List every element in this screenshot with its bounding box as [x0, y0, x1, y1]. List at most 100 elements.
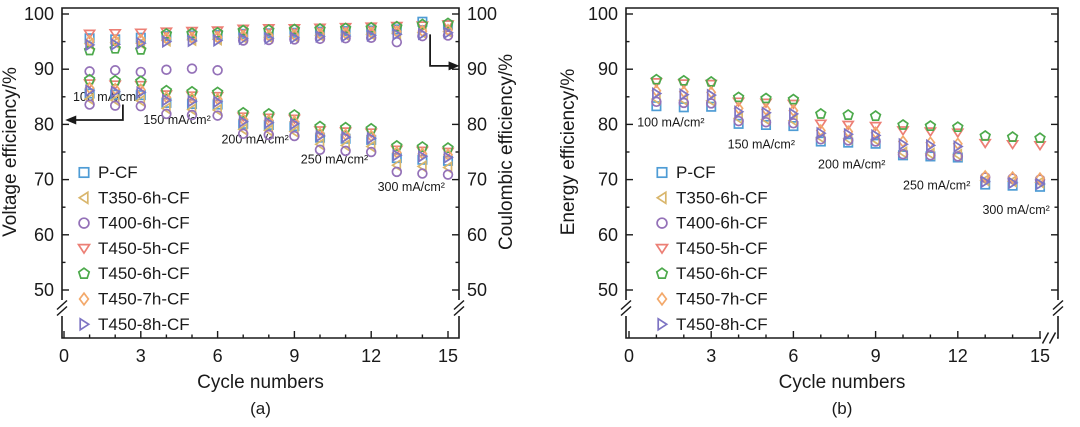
legend-item-T350-6h-CF: T350-6h-CF	[655, 188, 768, 207]
point-voltage_efficiency	[237, 128, 249, 140]
point-voltage_efficiency	[263, 123, 274, 138]
point-voltage_efficiency	[83, 92, 94, 106]
y-axis-break	[56, 300, 68, 316]
x-tick-label: 0	[59, 346, 69, 366]
point-voltage_efficiency	[84, 99, 95, 110]
point-energy_efficiency	[951, 128, 965, 139]
point-energy_efficiency	[677, 74, 690, 86]
legend-label: T450-7h-CF	[98, 290, 190, 309]
point-coulombic_efficiency	[110, 37, 122, 51]
point-voltage_efficiency	[417, 168, 428, 179]
point-energy_efficiency	[679, 88, 690, 102]
x-tick-label: 6	[213, 346, 223, 366]
series-T400-6h-CF	[84, 30, 454, 180]
diamond-legend-icon	[656, 291, 668, 307]
point-energy_efficiency	[979, 129, 992, 141]
y-tick-label-right: 60	[467, 225, 487, 245]
point-energy_efficiency	[869, 121, 883, 132]
legend-item-T350-6h-CF: T350-6h-CF	[77, 188, 190, 207]
point-voltage_efficiency	[392, 148, 403, 162]
panel-a-chart: 50 50 60 60 70 70 80 80 90 90 100 100 0 3 6 9 12 15 Voltag…	[0, 4, 517, 418]
point-energy_efficiency	[1035, 177, 1046, 191]
point-voltage_efficiency	[339, 138, 350, 152]
point-coulombic_efficiency	[392, 27, 403, 41]
current-density-annotation: 250 mA/cm²	[301, 153, 368, 167]
y-tick-label: 100	[24, 4, 54, 24]
triangle-left-legend-icon	[655, 190, 667, 205]
point-voltage_efficiency	[443, 150, 454, 165]
triangle-down-legend-icon	[654, 243, 670, 255]
axis-break-slash	[1041, 332, 1050, 344]
point-coulombic_efficiency	[187, 34, 198, 48]
point-coulombic_efficiency	[108, 28, 122, 40]
y-tick-label-right: 70	[467, 170, 487, 190]
point-energy_efficiency	[980, 175, 991, 189]
point-energy_efficiency	[980, 169, 991, 183]
point-voltage_efficiency	[162, 93, 173, 107]
point-voltage_efficiency	[186, 85, 198, 97]
point-coulombic_efficiency	[262, 23, 275, 35]
y-tick-label: 70	[598, 170, 618, 190]
x-tick-label: 12	[361, 346, 381, 366]
panel-caption: (a)	[250, 399, 271, 418]
voltage-axis-arrow	[74, 104, 124, 121]
point-voltage_efficiency	[135, 100, 147, 112]
x-axis-label: Cycle numbers	[197, 372, 324, 393]
axis-break-slash	[1052, 305, 1064, 317]
coulombic-axis-arrow-head	[448, 61, 460, 71]
point-coulombic_efficiency	[186, 63, 198, 74]
y-tick-label: 60	[34, 225, 54, 245]
voltage-axis-arrow-head	[65, 115, 77, 125]
legend-item-T450-6h-CF: T450-6h-CF	[655, 264, 768, 283]
x-tick-label: 9	[871, 346, 881, 366]
axis-break-slash	[453, 299, 465, 311]
axis-break-slash	[56, 299, 68, 311]
series-T450-8h-CF	[85, 26, 454, 165]
legend-label: T450-6h-CF	[98, 264, 190, 283]
y-tick-label: 50	[598, 280, 618, 300]
axis-break-slash	[620, 305, 632, 317]
point-energy_efficiency	[760, 92, 772, 104]
y-axis-label-left: Voltage efficiency/%	[0, 67, 21, 237]
point-energy_efficiency	[1034, 132, 1046, 144]
legend-label: T400-6h-CF	[676, 214, 768, 233]
point-coulombic_efficiency	[213, 33, 224, 48]
y-tick-label: 70	[34, 170, 54, 190]
point-voltage_efficiency	[211, 86, 224, 98]
plot-frame	[625, 7, 1059, 339]
point-coulombic_efficiency	[418, 27, 429, 41]
legend-label: P-CF	[98, 163, 138, 182]
point-coulombic_efficiency	[341, 29, 352, 43]
pentagon-legend-icon	[77, 267, 91, 279]
point-voltage_efficiency	[237, 106, 250, 118]
point-voltage_efficiency	[110, 85, 122, 99]
point-voltage_efficiency	[186, 102, 197, 117]
axis-break-slash	[56, 305, 68, 317]
current-density-annotation: 200 mA/cm²	[221, 133, 288, 147]
legend-label: T450-7h-CF	[676, 290, 768, 309]
point-voltage_efficiency	[264, 116, 275, 130]
legend-item-T400-6h-CF: T400-6h-CF	[656, 214, 768, 233]
point-energy_efficiency	[896, 126, 910, 137]
point-energy_efficiency	[1034, 171, 1046, 186]
point-energy_efficiency	[787, 93, 800, 105]
point-voltage_efficiency	[365, 139, 376, 154]
legend-label: T350-6h-CF	[98, 188, 190, 207]
point-coulombic_efficiency	[162, 35, 173, 49]
point-energy_efficiency	[705, 98, 717, 109]
point-energy_efficiency	[925, 150, 936, 161]
point-coulombic_efficiency	[84, 66, 95, 77]
point-energy_efficiency	[978, 138, 992, 149]
point-coulombic_efficiency	[109, 65, 121, 76]
y-axis-break	[453, 300, 465, 316]
legend-label: T450-8h-CF	[676, 315, 768, 334]
point-voltage_efficiency	[314, 144, 326, 156]
triangle-left-legend-icon	[77, 190, 89, 205]
point-voltage_efficiency	[288, 125, 299, 139]
point-energy_efficiency	[814, 107, 827, 119]
point-energy_efficiency	[652, 86, 663, 101]
y-tick-label-right: 80	[467, 114, 487, 134]
point-voltage_efficiency	[85, 84, 96, 98]
legend-item-P-CF: P-CF	[656, 163, 716, 182]
